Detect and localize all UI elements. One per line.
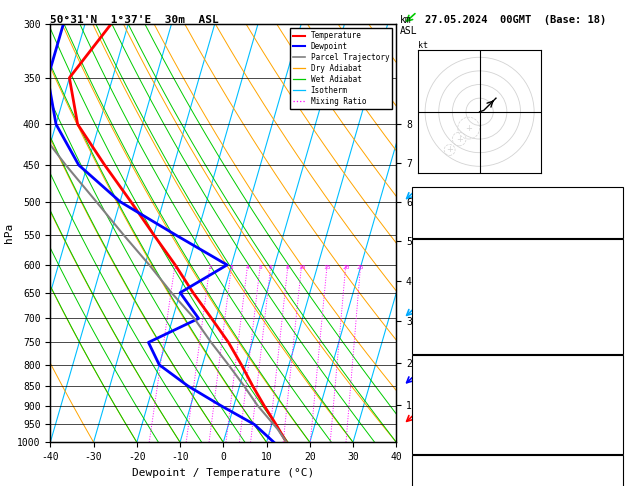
Text: 310: 310 — [602, 291, 620, 301]
Text: LCL: LCL — [445, 422, 460, 431]
Text: 27.05.2024  00GMT  (Base: 18): 27.05.2024 00GMT (Base: 18) — [425, 15, 606, 25]
Text: Lifted Index: Lifted Index — [415, 407, 486, 417]
Text: 15: 15 — [323, 265, 331, 270]
Text: CAPE (J): CAPE (J) — [415, 323, 462, 333]
Text: 1: 1 — [173, 265, 177, 270]
Text: kt: kt — [418, 41, 428, 51]
Text: 5: 5 — [259, 265, 262, 270]
Text: 1010: 1010 — [596, 375, 620, 385]
Text: Lifted Index: Lifted Index — [415, 307, 486, 317]
Text: +: + — [465, 123, 472, 133]
Text: 3: 3 — [230, 265, 233, 270]
Text: 25: 25 — [357, 265, 364, 270]
Text: +: + — [446, 145, 453, 155]
Text: 0: 0 — [614, 439, 620, 449]
Text: 310: 310 — [602, 391, 620, 401]
Text: 2: 2 — [614, 407, 620, 417]
X-axis label: Dewpoint / Temperature (°C): Dewpoint / Temperature (°C) — [132, 468, 314, 478]
Text: +: + — [456, 135, 462, 143]
Text: CIN (J): CIN (J) — [415, 439, 456, 449]
Text: 14: 14 — [608, 191, 620, 201]
Text: 50°31'N  1°37'E  30m  ASL: 50°31'N 1°37'E 30m ASL — [50, 15, 219, 25]
Text: -65: -65 — [602, 475, 620, 485]
Text: 79: 79 — [608, 423, 620, 433]
Text: 8: 8 — [286, 265, 290, 270]
Text: km
ASL: km ASL — [399, 15, 417, 36]
Text: Dewp (°C): Dewp (°C) — [415, 275, 468, 285]
Text: 1.52: 1.52 — [596, 223, 620, 233]
Text: 20: 20 — [342, 265, 350, 270]
Text: EH: EH — [415, 475, 427, 485]
Text: Surface: Surface — [497, 243, 538, 253]
Text: 0: 0 — [614, 339, 620, 349]
Text: K: K — [415, 191, 421, 201]
Text: CAPE (J): CAPE (J) — [415, 423, 462, 433]
Text: 2: 2 — [614, 307, 620, 317]
Text: 4: 4 — [246, 265, 250, 270]
Y-axis label: Mixing Ratio (g/kg): Mixing Ratio (g/kg) — [451, 186, 460, 281]
Text: CIN (J): CIN (J) — [415, 339, 456, 349]
Text: Pressure (mb): Pressure (mb) — [415, 375, 491, 385]
Text: Temp (°C): Temp (°C) — [415, 259, 468, 269]
Text: 14.6: 14.6 — [596, 259, 620, 269]
Text: 10: 10 — [298, 265, 305, 270]
Text: 79: 79 — [608, 323, 620, 333]
Text: Most Unstable: Most Unstable — [479, 359, 555, 369]
Legend: Temperature, Dewpoint, Parcel Trajectory, Dry Adiabat, Wet Adiabat, Isotherm, Mi: Temperature, Dewpoint, Parcel Trajectory… — [290, 28, 392, 109]
Y-axis label: hPa: hPa — [4, 223, 14, 243]
Text: Hodograph: Hodograph — [491, 459, 544, 469]
Text: 11.7: 11.7 — [596, 275, 620, 285]
Text: 43: 43 — [608, 207, 620, 217]
Text: θₑ(K): θₑ(K) — [415, 291, 445, 301]
Text: PW (cm): PW (cm) — [415, 223, 456, 233]
Text: © weatheronline.co.uk: © weatheronline.co.uk — [459, 471, 572, 480]
Text: Totals Totals: Totals Totals — [415, 207, 491, 217]
Text: 2: 2 — [208, 265, 212, 270]
Text: 6: 6 — [269, 265, 273, 270]
Text: θₑ (K): θₑ (K) — [415, 391, 450, 401]
